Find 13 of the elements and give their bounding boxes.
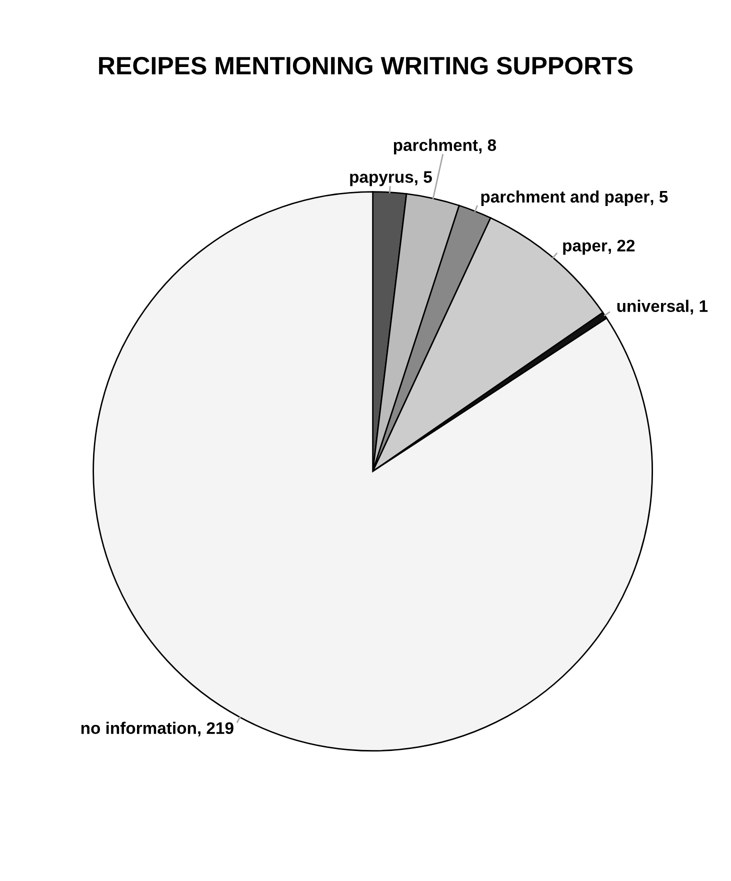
- slice-label: parchment: [394, 138, 478, 154]
- chart-title: RECIPES MENTIONING WRITING SUPPORTS: [99, 56, 633, 75]
- slice-label: paper: [563, 242, 608, 255]
- slice-label: parchment and paper: [481, 190, 650, 206]
- slice-label: papyrus: [350, 174, 414, 186]
- data-label: , 219: [198, 722, 234, 736]
- slice-label: universal: [617, 300, 688, 312]
- data-label: , 22: [608, 240, 635, 254]
- slice-label: no information: [81, 722, 196, 734]
- data-label: , 1: [690, 300, 708, 314]
- data-label: , 8: [479, 139, 496, 154]
- data-label: , 5: [650, 191, 668, 206]
- data-label: , 5: [414, 171, 432, 186]
